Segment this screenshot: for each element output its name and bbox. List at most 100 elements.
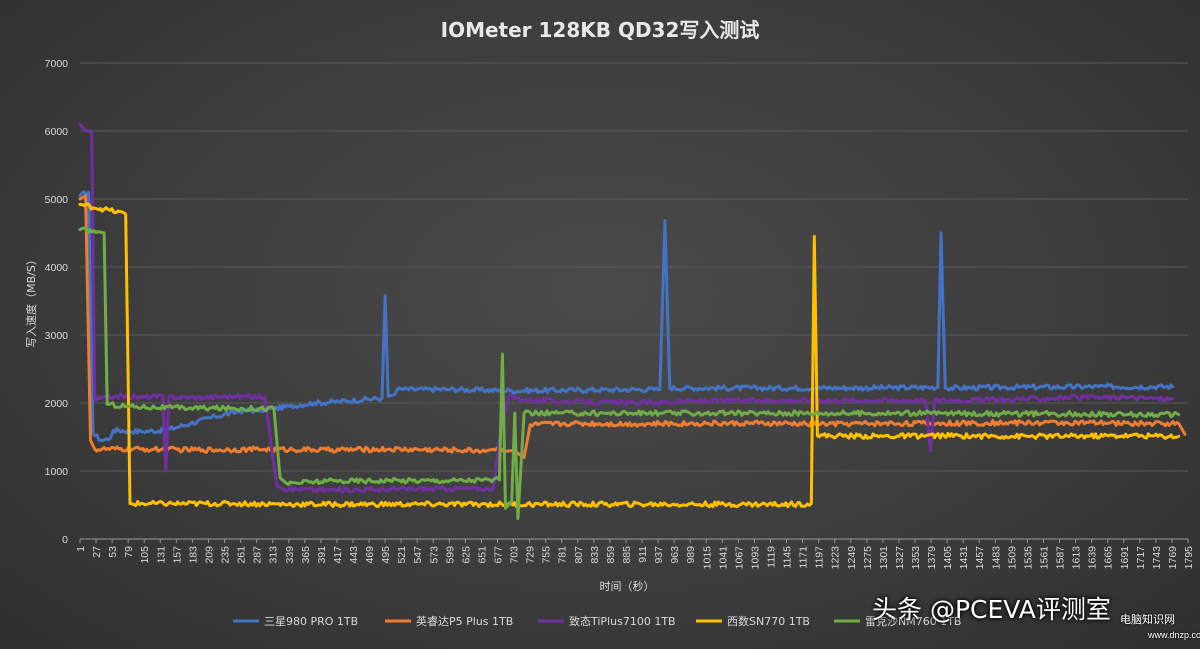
- x-tick-label: 287: [252, 546, 264, 564]
- x-tick-label: 625: [460, 546, 472, 564]
- x-tick-label: 1743: [1151, 546, 1163, 570]
- x-tick-label: 235: [220, 546, 232, 564]
- x-tick-label: 573: [428, 546, 440, 564]
- y-axis-ticks: 0 1000 2000 3000 4000 5000 6000 7000: [45, 58, 69, 546]
- x-tick-label: 105: [139, 546, 151, 564]
- x-tick-label: 1405: [942, 546, 954, 570]
- legend-label: 西数SN770 1TB: [727, 615, 810, 628]
- x-tick-label: 1249: [846, 546, 858, 570]
- x-tick-label: 27: [91, 546, 103, 558]
- watermark-text: 头条 @PCEVA评测室: [872, 595, 1111, 624]
- x-tick-label: 1613: [1071, 546, 1083, 570]
- x-tick-label: 989: [685, 546, 697, 564]
- chart-grid: [80, 62, 1188, 540]
- x-tick-label: 1119: [765, 546, 777, 568]
- x-tick-label: 1353: [910, 546, 922, 570]
- x-tick-label: 1145: [782, 546, 794, 569]
- chart-title: IOMeter 128KB QD32写入测试: [441, 18, 760, 42]
- x-tick-label: 1197: [814, 546, 826, 569]
- x-tick-label: 1535: [1022, 546, 1034, 570]
- x-tick-label: 79: [123, 546, 135, 558]
- x-tick-label: 703: [509, 546, 521, 564]
- legend-label: 英睿达P5 Plus 1TB: [416, 614, 513, 628]
- x-axis-label: 时间（秒）: [600, 579, 655, 593]
- x-tick-label: 1171: [798, 546, 810, 569]
- x-tick-label: 651: [476, 546, 488, 564]
- x-tick-label: 1639: [1087, 546, 1099, 570]
- x-tick-label: 937: [653, 546, 665, 564]
- x-tick-label: 1379: [926, 546, 938, 570]
- series-line-5: [78, 226, 1181, 521]
- x-tick-label: 859: [605, 546, 617, 564]
- x-tick-label: 1665: [1103, 546, 1115, 570]
- y-tick-label: 1000: [45, 466, 69, 478]
- y-tick-label: 7000: [45, 58, 69, 70]
- x-tick-label: 755: [541, 546, 553, 564]
- x-tick-label: 1795: [1183, 546, 1195, 570]
- legend-label: 雷克沙NM760 1TB: [865, 615, 961, 628]
- x-tick-label: 911: [637, 546, 649, 563]
- x-tick-label: 1769: [1167, 546, 1179, 570]
- x-tick-label: 1067: [733, 546, 745, 570]
- y-tick-label: 0: [62, 534, 68, 546]
- x-tick-label: 1015: [701, 546, 713, 570]
- x-tick-label: 1327: [894, 546, 906, 570]
- x-tick-label: 365: [300, 546, 312, 564]
- watermark-site-url: www.dnzp.com: [1148, 630, 1200, 640]
- x-tick-label: 1457: [974, 546, 986, 570]
- x-tick-label: 1275: [862, 546, 874, 570]
- x-tick-label: 1509: [1006, 546, 1018, 570]
- y-tick-label: 2000: [45, 398, 69, 410]
- legend-label: 致态TiPlus7100 1TB: [569, 614, 676, 628]
- x-tick-label: 547: [412, 546, 424, 564]
- x-tick-label: 1717: [1135, 546, 1147, 570]
- x-tick-label: 1691: [1119, 546, 1131, 570]
- chart-legend: 三星980 PRO 1TB 英睿达P5 Plus 1TB 致态TiPlus7100 …: [233, 614, 961, 628]
- x-axis-ticks: 1 27 53 79 105 131 157 183 209 235 261 287 313 339 365…: [75, 539, 1195, 569]
- x-tick-label: 885: [621, 546, 633, 564]
- x-tick-label: 1041: [717, 546, 729, 570]
- x-tick-label: 391: [316, 546, 328, 564]
- x-tick-label: 833: [589, 546, 601, 564]
- x-tick-label: 469: [364, 546, 376, 564]
- watermark-site-name: 电脑知识网: [1120, 613, 1175, 626]
- y-tick-label: 5000: [45, 194, 69, 206]
- y-tick-label: 4000: [45, 262, 69, 274]
- x-tick-label: 131: [155, 546, 167, 564]
- x-tick-label: 417: [332, 546, 344, 564]
- y-tick-label: 3000: [45, 330, 69, 342]
- x-tick-label: 1483: [990, 546, 1002, 570]
- x-tick-label: 183: [187, 546, 199, 564]
- x-tick-label: 1223: [830, 546, 842, 570]
- x-tick-label: 313: [268, 546, 280, 564]
- x-tick-label: 729: [525, 546, 537, 564]
- x-tick-label: 781: [557, 546, 569, 564]
- x-tick-label: 677: [493, 546, 505, 564]
- x-tick-label: 599: [444, 546, 456, 564]
- x-tick-label: 807: [573, 546, 585, 564]
- series-line-4: [78, 202, 1181, 509]
- x-tick-label: 1587: [1055, 546, 1067, 570]
- x-tick-label: 963: [669, 546, 681, 564]
- x-tick-label: 53: [107, 546, 119, 558]
- x-tick-label: 521: [396, 546, 408, 564]
- x-tick-label: 495: [380, 546, 392, 564]
- x-tick-label: 443: [348, 546, 360, 564]
- chart-series-lines: [78, 122, 1187, 521]
- x-tick-label: 261: [236, 546, 248, 564]
- y-axis-label: 写入速度（MB/S）: [24, 254, 38, 348]
- series-line-2: [78, 194, 1187, 459]
- series-line-3: [78, 122, 1175, 494]
- x-tick-label: 1561: [1038, 546, 1050, 570]
- x-tick-label: 1093: [749, 546, 761, 570]
- x-tick-label: 1431: [958, 546, 970, 570]
- x-tick-label: 1301: [878, 546, 890, 570]
- legend-label: 三星980 PRO 1TB: [264, 615, 358, 628]
- x-tick-label: 157: [171, 546, 183, 564]
- x-tick-label: 1: [75, 546, 87, 552]
- x-tick-label: 209: [203, 546, 215, 564]
- y-tick-label: 6000: [45, 126, 69, 138]
- x-tick-label: 339: [284, 546, 296, 564]
